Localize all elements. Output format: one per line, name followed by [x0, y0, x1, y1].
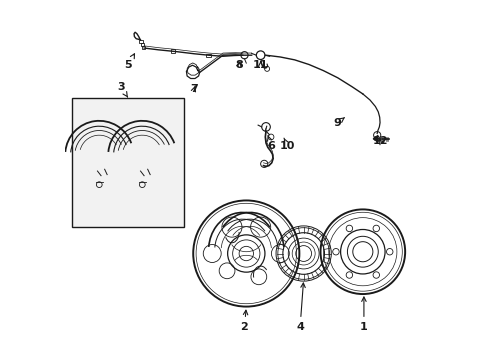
- Bar: [170, 49, 175, 53]
- Text: 4: 4: [296, 283, 305, 332]
- Text: 7: 7: [190, 84, 198, 94]
- Bar: [142, 46, 145, 49]
- Text: 2: 2: [240, 310, 248, 332]
- Text: 11: 11: [252, 60, 268, 70]
- Bar: [140, 43, 144, 46]
- Text: 6: 6: [267, 135, 275, 151]
- Text: 9: 9: [333, 118, 344, 128]
- Bar: [139, 40, 142, 43]
- Text: 3: 3: [117, 82, 127, 97]
- Text: 10: 10: [279, 138, 295, 151]
- Bar: [206, 54, 210, 57]
- Text: 12: 12: [371, 136, 387, 145]
- Text: 5: 5: [124, 54, 134, 70]
- Text: 1: 1: [359, 297, 367, 332]
- Bar: [72, 98, 183, 226]
- Text: 8: 8: [235, 60, 243, 70]
